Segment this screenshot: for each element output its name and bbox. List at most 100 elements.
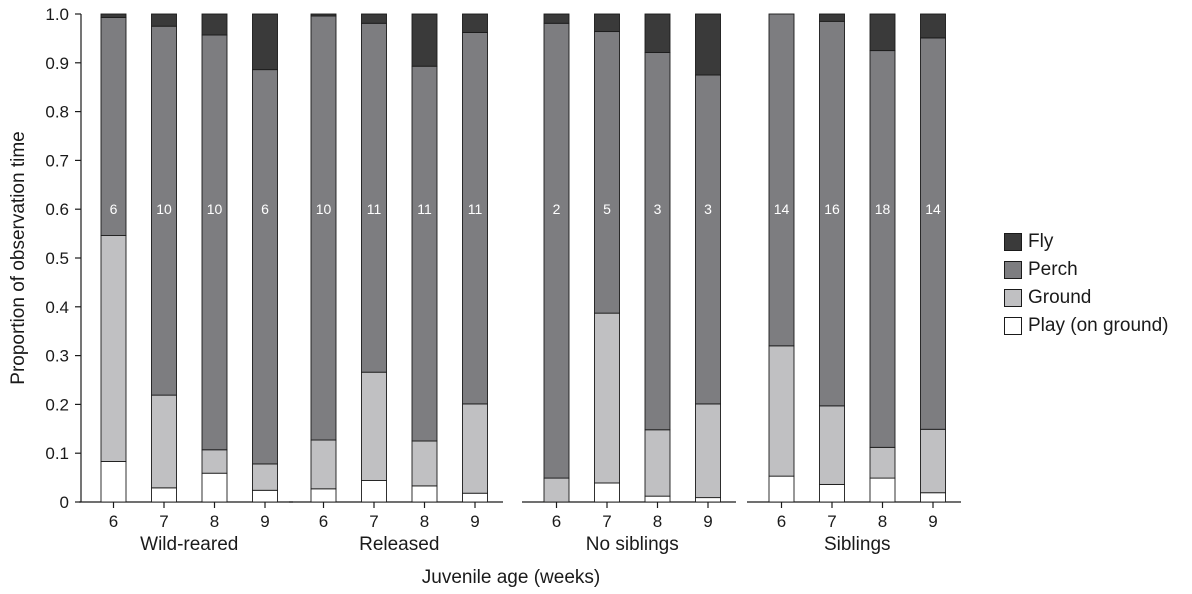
sample-size-label: 10: [156, 201, 172, 217]
bar-segment-play: [695, 497, 721, 503]
bar-segment-ground: [543, 477, 570, 503]
bar-segment-fly: [252, 13, 278, 71]
bar-segment-perch: [252, 69, 278, 465]
legend-item-fly: Fly: [1004, 228, 1168, 256]
bar-segment-play: [462, 492, 488, 503]
sample-size-label: 14: [774, 201, 790, 217]
labels-layer: 6 6 7 10 8 10 9 6 Wild-reared 6 10 7 11 8 11 9 11 Release…: [109, 201, 941, 555]
bar-segment-perch: [361, 22, 387, 373]
bar-segment-ground: [594, 312, 620, 484]
legend-swatch-play: [1004, 317, 1022, 335]
bar-segment-ground: [411, 440, 438, 487]
bar-segment-perch: [869, 50, 896, 448]
x-tick-label: 6: [109, 512, 118, 531]
bar-segment-perch: [819, 20, 845, 407]
legend-swatch-fly: [1004, 233, 1022, 251]
legend-item-perch: Perch: [1004, 256, 1168, 284]
x-tick-label: 7: [827, 512, 836, 531]
bar-segment-ground: [310, 439, 337, 490]
x-tick-label: 9: [470, 512, 479, 531]
bar-segment-play: [920, 492, 946, 503]
bar-segment-play: [411, 485, 438, 503]
sample-size-label: 11: [468, 201, 483, 217]
sample-size-label: 3: [704, 201, 712, 217]
bar-segment-play: [594, 482, 620, 503]
y-tick-label: 0.5: [45, 249, 69, 268]
sample-size-label: 5: [603, 201, 611, 217]
bar-segment-ground: [768, 345, 795, 477]
bar-segment-fly: [543, 13, 570, 24]
bar-segment-ground: [100, 235, 127, 462]
bar-segment-ground: [644, 429, 671, 497]
y-tick-label: 0.3: [45, 347, 69, 366]
x-tick-label: 9: [260, 512, 269, 531]
bar-segment-perch: [151, 25, 177, 396]
bar-segment-play: [768, 475, 795, 503]
bar-segment-play: [869, 477, 896, 503]
bar-segment-fly: [695, 13, 721, 76]
sample-size-label: 10: [207, 201, 223, 217]
y-tick-label: 0.1: [45, 444, 69, 463]
x-tick-label: 8: [210, 512, 219, 531]
bar-segment-play: [819, 483, 845, 503]
bar-segment-play: [644, 495, 671, 503]
bar-segment-perch: [201, 34, 228, 451]
x-axis-title: Juvenile age (weeks): [422, 567, 600, 588]
sample-size-label: 6: [261, 201, 269, 217]
bar-segment-play: [310, 488, 337, 503]
bar-segment-ground: [920, 428, 946, 494]
x-tick-label: 8: [878, 512, 887, 531]
sample-size-label: 10: [316, 201, 332, 217]
bar-segment-fly: [920, 13, 946, 39]
legend-label-fly: Fly: [1028, 231, 1054, 252]
legend-swatch-ground: [1004, 289, 1022, 307]
bar-segment-fly: [201, 13, 228, 36]
bar-segment-fly: [151, 13, 177, 27]
x-tick-label: 8: [420, 512, 429, 531]
sample-size-label: 16: [824, 201, 840, 217]
legend-item-ground: Ground: [1004, 284, 1168, 312]
legend-swatch-perch: [1004, 261, 1022, 279]
bar-segment-perch: [644, 52, 671, 431]
sample-size-label: 18: [875, 201, 891, 217]
x-tick-label: 7: [602, 512, 611, 531]
group-label: No siblings: [586, 534, 679, 555]
bar-segment-play: [100, 461, 127, 503]
legend: Fly Perch Ground Play (on ground): [1004, 228, 1168, 340]
bar-segment-perch: [594, 31, 620, 314]
y-tick-label: 1.0: [45, 5, 69, 24]
x-tick-label: 9: [703, 512, 712, 531]
bar-segment-play: [201, 472, 228, 503]
legend-label-play: Play (on ground): [1028, 315, 1169, 336]
bar-segment-ground: [252, 463, 278, 491]
x-tick-label: 7: [369, 512, 378, 531]
bar-segment-perch: [462, 32, 488, 405]
sample-size-label: 11: [367, 201, 382, 217]
bar-segment-ground: [151, 394, 177, 489]
x-tick-label: 9: [928, 512, 937, 531]
bar-segment-fly: [594, 13, 620, 33]
sample-size-label: 11: [417, 201, 432, 217]
x-tick-label: 6: [319, 512, 328, 531]
bar-segment-perch: [695, 74, 721, 405]
legend-item-play: Play (on ground): [1004, 312, 1168, 340]
bars-layer: [100, 13, 946, 503]
bar-segment-play: [151, 487, 177, 503]
bar-segment-ground: [462, 403, 488, 494]
legend-label-ground: Ground: [1028, 287, 1092, 308]
bar-segment-fly: [462, 13, 488, 33]
bar-segment-ground: [819, 405, 845, 485]
sample-size-label: 2: [553, 201, 561, 217]
sample-size-label: 14: [925, 201, 941, 217]
bar-segment-fly: [869, 13, 896, 52]
sample-size-label: 3: [654, 201, 662, 217]
bar-segment-perch: [100, 16, 127, 237]
x-tick-label: 6: [552, 512, 561, 531]
bar-segment-play: [252, 489, 278, 503]
legend-label-perch: Perch: [1028, 259, 1078, 280]
bar-segment-perch: [920, 37, 946, 430]
bar-segment-perch: [543, 22, 570, 479]
bar-segment-fly: [100, 13, 127, 18]
y-tick-label: 0.6: [45, 200, 69, 219]
